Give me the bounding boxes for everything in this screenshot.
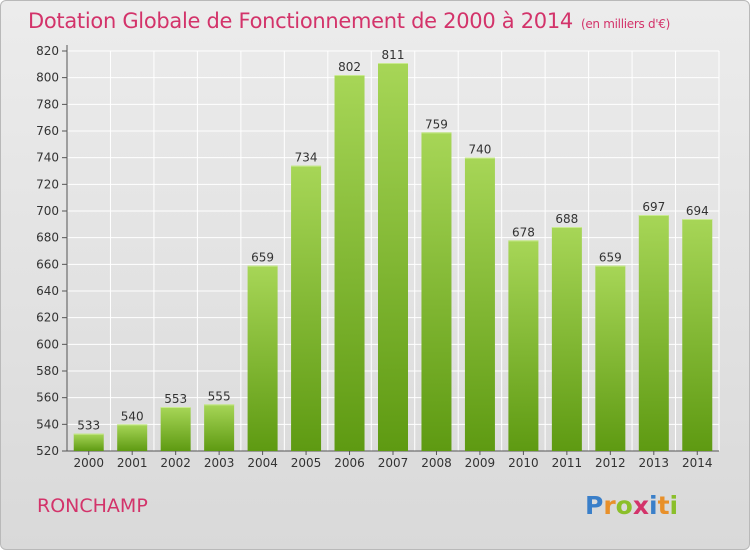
x-tick-label: 2012 [595,456,626,470]
x-tick-labels: 2000 2001 2002 2003 2004 2005 2006 2007 2008 2009… [73,456,712,470]
value-labels: 533 540 553 555 659 734 802 811 759 740 678 688 659 6… [77,48,708,433]
x-tick-label: 2010 [508,456,539,470]
bars [73,63,713,452]
bar-value-label: 740 [468,143,491,157]
bar [73,433,104,451]
x-tick-label: 2004 [247,456,278,470]
x-tick-label: 2006 [334,456,365,470]
x-tick-label: 2011 [552,456,583,470]
x-tick-label: 2013 [639,456,670,470]
bar-value-label: 688 [555,212,578,226]
y-tick-label: 560 [36,391,59,405]
x-tick-label: 2002 [160,456,191,470]
y-tick-label: 740 [36,151,59,165]
y-tick-label: 620 [36,311,59,325]
x-tick-label: 2001 [117,456,148,470]
x-tick-label: 2014 [682,456,713,470]
bar-value-label: 697 [642,200,665,214]
x-tick-label: 2009 [465,456,496,470]
bar [551,227,582,451]
bar-value-label: 555 [208,389,231,403]
y-tick-label: 780 [36,97,59,111]
bar-value-label: 759 [425,117,448,131]
x-tick-label: 2005 [291,456,322,470]
y-tick-label: 660 [36,257,59,271]
bar [595,265,626,451]
bar-value-label: 540 [121,409,144,423]
proxiti-logo[interactable]: Proxiti [585,491,679,520]
bar-value-label: 811 [382,48,405,62]
bar [334,75,365,451]
bar [421,132,452,452]
commune-name: RONCHAMP [37,495,148,517]
bar [117,424,148,451]
x-tick-label: 2003 [204,456,235,470]
y-tick-label: 580 [36,364,59,378]
y-tick-labels: 520 540 560 580 600 620 640 660 680 700 720 740 760 7… [36,44,59,458]
x-tick-label: 2007 [378,456,409,470]
bar [508,240,539,451]
chart-title-text: Dotation Globale de Fonctionnement de 20… [28,9,573,33]
bar [160,407,191,451]
y-tick-label: 520 [36,444,59,458]
bar-value-label: 533 [77,419,100,433]
bar-value-label: 734 [295,151,318,165]
bar-value-label: 802 [338,60,361,74]
bar [204,404,235,451]
bar-value-label: 659 [251,251,274,265]
y-tick-label: 680 [36,231,59,245]
y-tick-label: 720 [36,177,59,191]
x-tick-label: 2008 [421,456,452,470]
bar [464,157,495,451]
y-tick-label: 640 [36,284,59,298]
y-tick-label: 600 [36,337,59,351]
bar-value-label: 678 [512,225,535,239]
y-tick-label: 760 [36,124,59,138]
chart-title: Dotation Globale de Fonctionnement de 20… [28,9,670,33]
x-tick-label: 2000 [73,456,104,470]
bar [638,215,669,451]
y-tick-label: 540 [36,417,59,431]
bar-value-label: 694 [686,204,709,218]
y-tick-label: 820 [36,44,59,58]
y-tick-label: 800 [36,71,59,85]
bar-value-label: 659 [599,251,622,265]
bar [378,63,408,451]
chart-subtitle: (en milliers d'€) [580,17,670,31]
bar-value-label: 553 [164,392,187,406]
y-tick-label: 700 [36,204,59,218]
bar [682,219,713,451]
bar [291,165,322,451]
bar [247,265,278,451]
